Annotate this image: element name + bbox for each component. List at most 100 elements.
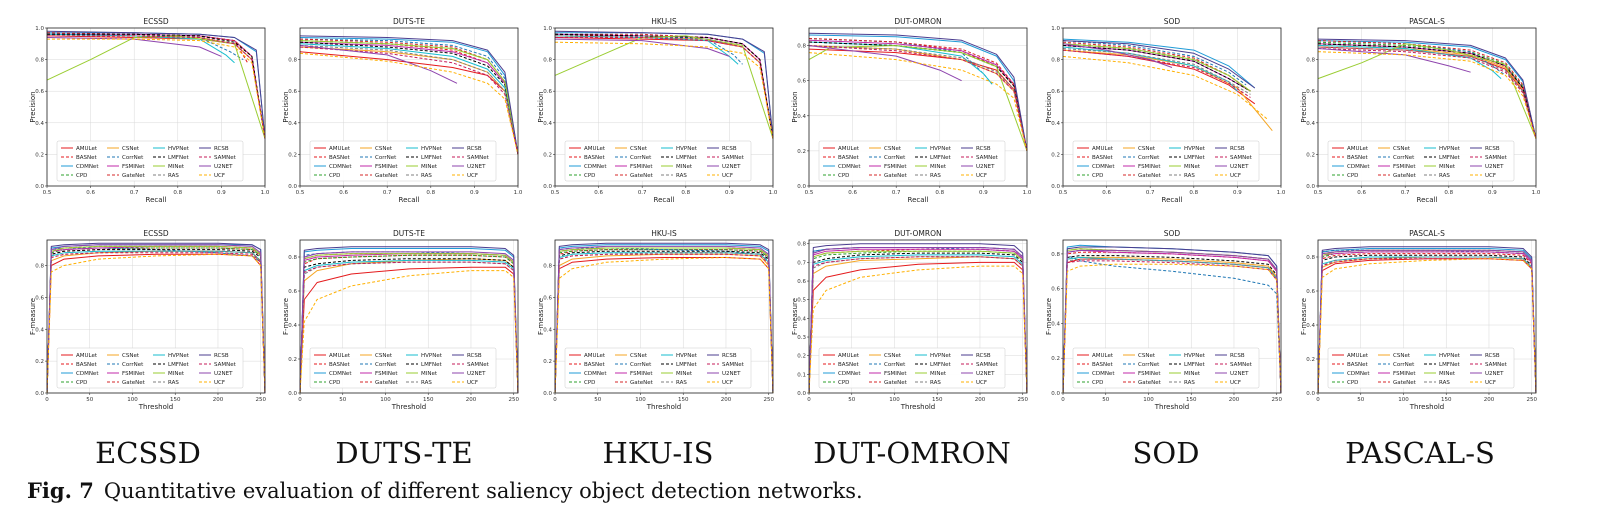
panel-sod-threshold: 0 50 100 150 200 250 0.0 0.2 0.4 0.6 0.8 SOD Thresho…: [1045, 229, 1282, 411]
series-line-ucf: [808, 265, 1028, 394]
series-line-minet: [1062, 43, 1251, 92]
series-line-rcsb: [554, 30, 774, 139]
series-line-rcsb: [1317, 38, 1537, 139]
panel-duts-te-threshold: 0 50 100 150 200 250 0.0 0.2 0.4 0.6 0.8 DUTS-TE Thr…: [282, 229, 519, 411]
series-line-cdmnet: [554, 244, 774, 394]
legend-label-samnet: SAMNet: [214, 362, 237, 368]
legend-label-cpd: CPD: [838, 173, 849, 179]
legend-label-basnet: BASNet: [1347, 155, 1369, 161]
legend: AMULet BASNet CDMNet CPD CSNet CorrNet FSMINet…: [1327, 140, 1515, 182]
y-tick-label: 0.4: [35, 121, 44, 127]
legend-label-gatenet: GateNet: [375, 380, 399, 386]
legend-label-gatenet: GateNet: [630, 380, 654, 386]
series-line-u2net: [1317, 48, 1471, 73]
y-tick-label: 1.0: [543, 26, 552, 32]
plot-frame: [46, 239, 266, 394]
legend-label-basnet: BASNet: [838, 362, 860, 368]
y-tick-label: 1.0: [1051, 26, 1060, 32]
legend-label-fsminet: FSMINet: [884, 371, 907, 377]
legend-label-u2net: U2NET: [976, 371, 995, 377]
x-tick-label: 0.7: [130, 190, 139, 196]
panel-title: ECSSD: [143, 17, 168, 26]
plot-frame: [808, 239, 1028, 394]
series-line-corrnet: [1317, 40, 1506, 76]
y-tick-label: 0.8: [35, 58, 44, 64]
legend-label-basnet: BASNet: [1347, 362, 1369, 368]
legend-label-samnet: SAMNet: [467, 362, 490, 368]
legend-box: [56, 140, 244, 182]
series-line-lmfnet: [554, 250, 774, 394]
legend-label-corrnet: CorrNet: [630, 155, 652, 161]
x-tick-label: 0.5: [1059, 190, 1068, 196]
series-line-rcsb: [299, 246, 519, 394]
legend-label-cdmnet: CDMNet: [838, 164, 861, 170]
legend-label-ras: RAS: [1184, 173, 1195, 179]
panel-ecssd-recall: 0.5 0.6 0.7 0.8 0.9 1.0 0.0 0.2 0.4 0.6 0.8 1.0 ECSS…: [29, 17, 270, 204]
plot-frame: [808, 27, 1028, 187]
legend-label-gatenet: GateNet: [122, 380, 146, 386]
series-line-amulet: [299, 266, 519, 394]
y-axis-label: Precision: [537, 91, 545, 122]
series-line-ucf: [46, 253, 266, 394]
legend-label-cdmnet: CDMNet: [329, 371, 352, 377]
x-tick-label: 200: [975, 397, 986, 403]
legend-label-samnet: SAMNet: [722, 362, 745, 368]
y-tick-label: 0.0: [35, 391, 44, 397]
y-tick-label: 0.0: [35, 184, 44, 190]
x-tick-label: 50: [594, 397, 601, 403]
y-tick-label: 0.4: [288, 121, 297, 127]
legend-label-gatenet: GateNet: [375, 173, 399, 179]
legend-label-fsminet: FSMINet: [884, 164, 907, 170]
series-line-hvpnet: [299, 259, 519, 394]
panel-ecssd-threshold: 0 50 100 150 200 250 0.0 0.2 0.4 0.6 0.8 ECSSD Thres…: [29, 229, 266, 411]
legend-label-samnet: SAMNet: [214, 155, 237, 161]
series-line-ucf: [808, 52, 1028, 152]
legend-label-rcsb: RCSB: [976, 353, 991, 359]
legend-label-ucf: UCF: [722, 380, 733, 386]
legend-label-fsminet: FSMINet: [1393, 164, 1416, 170]
series-line-fsminet: [808, 39, 1028, 151]
y-tick-label: 0.1: [797, 372, 806, 378]
series-line-minet: [46, 245, 266, 394]
legend-label-cpd: CPD: [329, 173, 340, 179]
legend-label-cpd: CPD: [838, 380, 849, 386]
plot-frame: [46, 27, 266, 187]
legend-label-cdmnet: CDMNet: [76, 371, 99, 377]
legend-label-ras: RAS: [676, 173, 687, 179]
series-line-hvpnet: [1062, 46, 1238, 92]
legend-label-cpd: CPD: [1092, 173, 1103, 179]
legend-label-hvpnet: HVPNet: [168, 146, 190, 152]
legend-label-rcsb: RCSB: [976, 146, 991, 152]
legend: AMULet BASNet CDMNet CPD CSNet CorrNet FSMINet…: [818, 140, 1006, 182]
legend-label-minet: MINet: [930, 164, 947, 170]
legend-box: [564, 140, 752, 182]
legend-label-corrnet: CorrNet: [122, 362, 144, 368]
legend-label-amulet: AMULet: [1092, 353, 1114, 359]
legend-label-rcsb: RCSB: [467, 146, 482, 152]
y-tick-label: 0.4: [543, 121, 552, 127]
panel-hku-is-threshold: 0 50 100 150 200 250 0.0 0.2 0.4 0.6 0.8 HKU-IS Thre…: [537, 229, 774, 411]
legend-label-lmfnet: LMFNet: [1439, 155, 1460, 161]
y-tick-label: 0.0: [1306, 184, 1315, 190]
x-axis-label: Recall: [399, 196, 420, 204]
y-tick-label: 0.2: [797, 354, 806, 360]
legend-label-cpd: CPD: [584, 380, 595, 386]
x-tick-label: 150: [1441, 397, 1452, 403]
legend-label-gatenet: GateNet: [884, 380, 908, 386]
legend-label-lmfnet: LMFNet: [930, 155, 951, 161]
y-tick-label: 0.4: [797, 316, 806, 322]
x-tick-label: 0.5: [805, 190, 814, 196]
series-line-cdmnet: [1062, 38, 1256, 89]
x-tick-label: 250: [255, 397, 266, 403]
y-tick-label: 0.4: [1306, 121, 1315, 127]
panel-duts-te-recall: 0.5 0.6 0.7 0.8 0.9 1.0 0.0 0.2 0.4 0.6 0.8 DUTS-TE…: [282, 17, 523, 204]
legend-label-rcsb: RCSB: [214, 353, 229, 359]
x-tick-label: 200: [1229, 397, 1240, 403]
legend-label-basnet: BASNet: [1092, 155, 1114, 161]
x-axis-label: Threshold: [900, 403, 936, 411]
legend-label-minet: MINet: [1184, 371, 1201, 377]
x-tick-label: 200: [466, 397, 477, 403]
legend-label-gatenet: GateNet: [630, 173, 654, 179]
y-tick-label: 0.6: [797, 279, 806, 285]
legend-label-lmfnet: LMFNet: [676, 155, 697, 161]
